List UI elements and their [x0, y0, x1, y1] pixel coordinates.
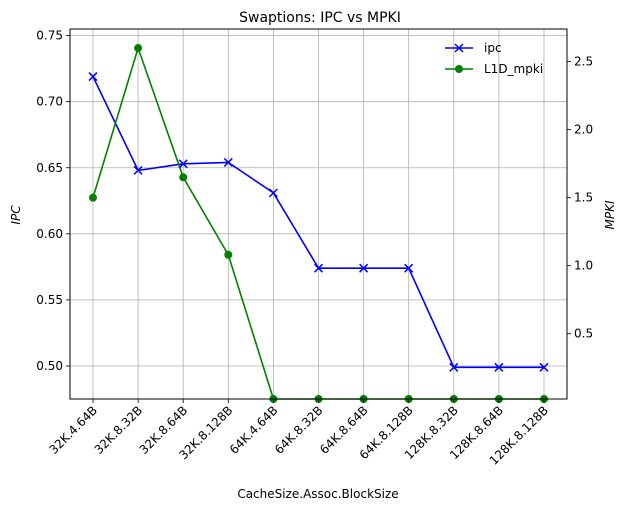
right-tick-label: 0.5 [574, 327, 593, 341]
x-axis-ticks: 32K.4.64B32K.8.32B32K.8.64B32K.8.128B64K… [46, 399, 551, 468]
point-ipc [539, 362, 549, 372]
left-tick-label: 0.75 [36, 29, 63, 43]
legend-marker-mpki [455, 65, 463, 73]
legend-marker-ipc [454, 43, 464, 53]
left-tick-label: 0.65 [36, 161, 63, 175]
right-tick-label: 2.5 [574, 55, 593, 69]
point-ipc [449, 362, 459, 372]
legend-label-mpki: L1D_mpki [484, 62, 543, 76]
left-tick-label: 0.70 [36, 95, 63, 109]
point-ipc [133, 165, 143, 175]
left-axis-label: IPC [9, 205, 23, 225]
right-tick-label: 1.0 [574, 259, 593, 273]
point-ipc [268, 188, 278, 198]
x-axis-label: CacheSize.Assoc.BlockSize [237, 487, 398, 501]
point-L1D_mpki [224, 250, 233, 259]
right-axis-label: MPKI [603, 200, 617, 229]
point-ipc [494, 362, 504, 372]
point-ipc [404, 263, 414, 273]
point-L1D_mpki [89, 193, 97, 202]
point-L1D_mpki [179, 173, 188, 182]
left-tick-label: 0.60 [36, 227, 63, 241]
left-axis-ticks: 0.50 0.55 0.60 0.65 0.70 0.75 [36, 29, 70, 373]
grid-lines [70, 29, 567, 399]
point-ipc [313, 263, 324, 273]
right-axis-ticks: 0.5 1.0 1.5 2.0 2.5 [567, 55, 593, 341]
left-tick-label: 0.55 [36, 293, 63, 307]
point-ipc [359, 263, 369, 273]
right-tick-label: 1.5 [574, 191, 593, 205]
point-L1D_mpki [134, 44, 143, 53]
point-ipc [88, 72, 98, 82]
left-tick-label: 0.50 [36, 359, 63, 373]
legend: ipc L1D_mpki [445, 41, 543, 76]
point-ipc [178, 159, 188, 169]
point-ipc [223, 157, 233, 167]
chart-title: Swaptions: IPC vs MPKI [239, 10, 401, 26]
legend-label-ipc: ipc [484, 41, 502, 55]
right-tick-label: 2.0 [574, 123, 593, 137]
